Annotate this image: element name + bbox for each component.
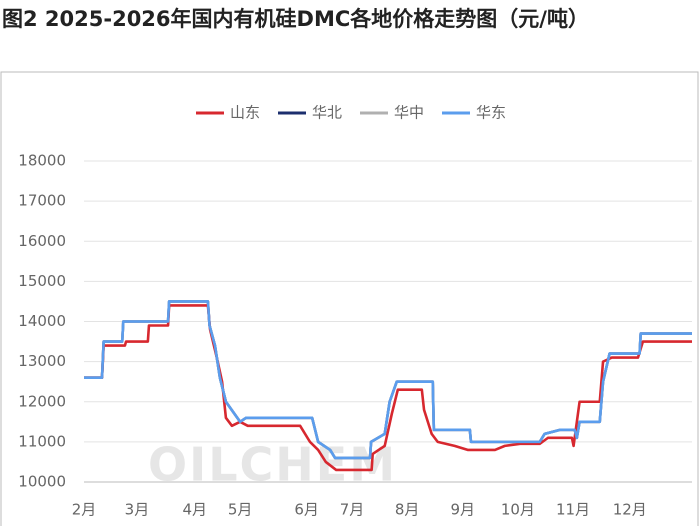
y-tick-label: 16000 [18,232,66,250]
legend-label: 山东 [230,104,260,122]
x-tick-label: 4月 [183,501,208,519]
x-tick-label: 9月 [450,501,475,519]
y-tick-label: 18000 [18,152,66,170]
watermark: OILCHEM [148,438,397,492]
x-tick-label: 6月 [294,501,319,519]
y-tick-label: 10000 [18,473,66,491]
x-tick-label: 7月 [340,501,365,519]
x-tick-label: 2月 [72,501,97,519]
x-tick-label: 8月 [395,501,420,519]
legend-label: 华中 [394,104,424,122]
x-tick-label: 11月 [556,501,590,519]
series-line [84,300,692,460]
y-tick-label: 17000 [18,192,66,210]
chart-frame [0,71,699,526]
y-tick-label: 12000 [18,392,66,410]
x-tick-label: 3月 [125,501,150,519]
y-tick-label: 11000 [18,432,66,450]
x-tick-label: 5月 [228,501,253,519]
legend-label: 华东 [476,104,506,122]
y-tick-label: 14000 [18,312,66,330]
x-tick-label: 12月 [613,501,647,519]
chart-title: 图2 2025-2026年国内有机硅DMC各地价格走势图（元/吨） [2,7,589,31]
y-tick-label: 13000 [18,352,66,370]
x-tick-label: 10月 [501,501,535,519]
legend-label: 华北 [312,104,342,122]
y-tick-label: 15000 [18,272,66,290]
